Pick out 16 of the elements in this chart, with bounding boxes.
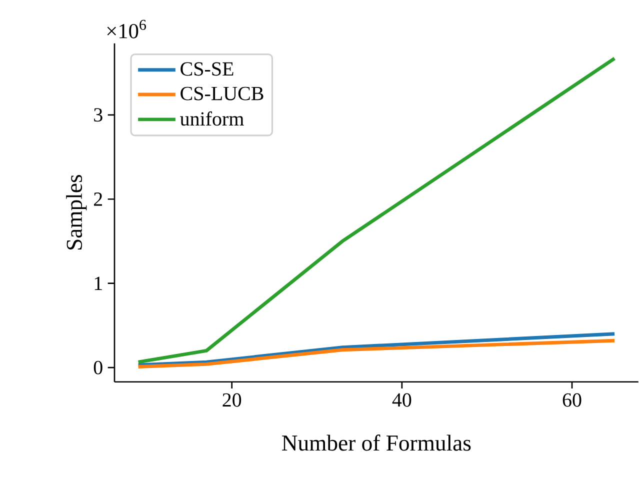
y-tick-label: 3	[94, 108, 102, 122]
x-tick-label: 20	[222, 393, 242, 407]
y-tick-label: 2	[94, 192, 102, 206]
x-axis-title: Number of Formulas	[282, 434, 471, 451]
line-series	[136, 332, 616, 367]
legend-label: CS-SE	[180, 62, 234, 76]
legend-label: uniform	[180, 111, 244, 126]
line-series	[136, 338, 616, 369]
legend-label: CS-LUCB	[180, 86, 264, 100]
y-tick-label: 0	[94, 360, 102, 374]
line-series	[136, 56, 616, 364]
y-axis-title: Samples	[66, 175, 87, 250]
x-tick-label: 40	[392, 393, 412, 407]
text: ×10$^{6}$	[107, 20, 146, 38]
x-tick-label: 60	[562, 393, 582, 407]
y-tick-label: 1	[94, 276, 102, 290]
